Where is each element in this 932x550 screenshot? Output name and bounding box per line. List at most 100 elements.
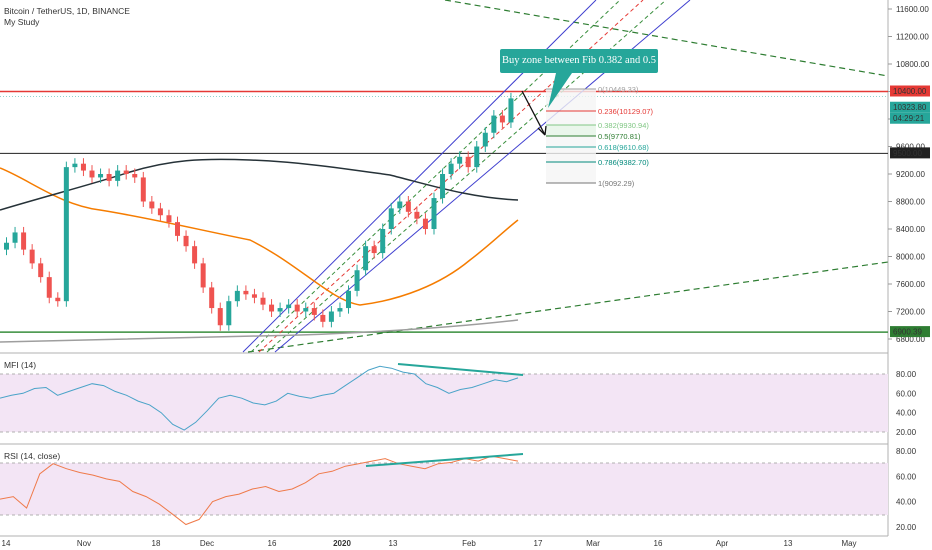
candle-body[interactable] [499, 115, 505, 123]
candle-body[interactable] [397, 201, 403, 209]
candle-body[interactable] [106, 174, 112, 181]
candle-body[interactable] [12, 232, 18, 243]
time-tick-label: Nov [77, 539, 91, 548]
candle-body[interactable] [482, 132, 488, 147]
candle-body[interactable] [337, 308, 343, 312]
price-tick-label: 8400.00 [896, 225, 925, 234]
fib-level-label: 0.786(9382.70) [598, 158, 649, 167]
candle-body[interactable] [140, 177, 146, 202]
candle-body[interactable] [183, 235, 189, 247]
candle-body[interactable] [166, 215, 172, 223]
candle-body[interactable] [277, 308, 283, 312]
mfi-line [0, 365, 519, 431]
candle-body[interactable] [234, 290, 240, 302]
candle-body[interactable] [251, 294, 257, 298]
candle-body[interactable] [286, 304, 292, 309]
candle-body[interactable] [448, 163, 454, 174]
candle-body[interactable] [311, 308, 317, 315]
candle-body[interactable] [388, 208, 394, 229]
fib-buy-zone [546, 125, 596, 136]
candle-body[interactable] [209, 287, 215, 309]
candle-body[interactable] [320, 314, 326, 322]
candle-body[interactable] [508, 98, 514, 123]
candle-body[interactable] [405, 201, 411, 212]
candle-body[interactable] [422, 218, 428, 229]
candle-body[interactable] [80, 163, 86, 171]
time-tick-label: Mar [586, 539, 600, 548]
candle-body[interactable] [4, 242, 9, 250]
candle-body[interactable] [260, 297, 266, 305]
fib-level-label: 0.5(9770.81) [598, 132, 641, 141]
descending-trendline[interactable] [444, 0, 889, 77]
rsi-tick-label: 20.00 [896, 523, 917, 532]
candle-body[interactable] [46, 277, 52, 298]
ma-gray-line [0, 319, 519, 343]
price-tag-label: 10400.00 [893, 87, 927, 96]
candle-body[interactable] [371, 246, 377, 254]
candle-body[interactable] [123, 170, 129, 174]
buy-zone-callout[interactable]: Buy zone between Fib 0.382 and 0.5 [500, 49, 658, 73]
price-tag [890, 147, 930, 159]
time-tick-label: 2020 [333, 539, 351, 548]
rsi-tick-label: 80.00 [896, 447, 917, 456]
candle-body[interactable] [72, 163, 78, 168]
price-tag [890, 101, 930, 113]
mfi-tick-label: 40.00 [896, 409, 917, 418]
channel-mid-green-line-a[interactable] [250, 0, 621, 353]
candle-body[interactable] [294, 304, 300, 312]
direction-arrow [521, 90, 546, 136]
candle-body[interactable] [21, 232, 27, 250]
callout-tail [548, 73, 572, 108]
price-tag [890, 85, 930, 97]
mfi-band [0, 374, 888, 432]
mfi-tick-label: 60.00 [896, 389, 917, 398]
candle-body[interactable] [38, 263, 44, 278]
fib-level-label: 0.236(10129.07) [598, 107, 654, 116]
time-tick-label: 13 [784, 539, 793, 548]
rsi-line [0, 455, 519, 526]
candle-body[interactable] [440, 174, 446, 199]
candle-body[interactable] [465, 156, 471, 168]
price-tag-label: 04:29:21 [893, 114, 925, 123]
rsi-title: RSI (14, close) [4, 451, 60, 461]
candle-body[interactable] [98, 174, 104, 178]
fib-level-label: 0.382(9930.94) [598, 121, 649, 130]
time-tick-label: 18 [152, 539, 161, 548]
arrow-head [537, 125, 547, 136]
price-tick-label: 9600.00 [896, 143, 925, 152]
candle-body[interactable] [217, 308, 223, 326]
candle-body[interactable] [157, 208, 163, 216]
price-tick-label: 11600.00 [896, 5, 929, 14]
ascending-trendline[interactable] [247, 261, 889, 353]
candle-body[interactable] [243, 290, 249, 295]
candle-body[interactable] [269, 304, 275, 312]
price-tick-label: 7600.00 [896, 280, 925, 289]
candle-body[interactable] [192, 246, 198, 264]
candle-body[interactable] [457, 156, 463, 164]
candle-body[interactable] [63, 167, 69, 302]
candle-body[interactable] [491, 115, 497, 133]
candle-body[interactable] [354, 270, 360, 291]
candle-body[interactable] [89, 170, 95, 178]
candle-body[interactable] [431, 198, 437, 229]
candle-body[interactable] [132, 174, 138, 178]
mfi-divergence-line[interactable] [397, 363, 524, 376]
price-tick-label: 6800.00 [896, 335, 925, 344]
candle-body[interactable] [303, 308, 309, 312]
candle-body[interactable] [474, 146, 480, 168]
rsi-divergence-line[interactable] [365, 453, 524, 467]
candle-body[interactable] [29, 249, 35, 264]
time-tick-label: 14 [2, 539, 11, 548]
candle-body[interactable] [55, 297, 61, 302]
candle-body[interactable] [149, 201, 155, 209]
candle-body[interactable] [175, 222, 180, 236]
candle-body[interactable] [363, 246, 369, 271]
candle-body[interactable] [226, 301, 232, 326]
candle-body[interactable] [200, 263, 206, 288]
candle-body[interactable] [328, 311, 334, 322]
candle-body[interactable] [346, 290, 351, 309]
candle-body[interactable] [115, 170, 121, 181]
candle-body[interactable] [380, 229, 386, 254]
candle-body[interactable] [414, 211, 420, 219]
